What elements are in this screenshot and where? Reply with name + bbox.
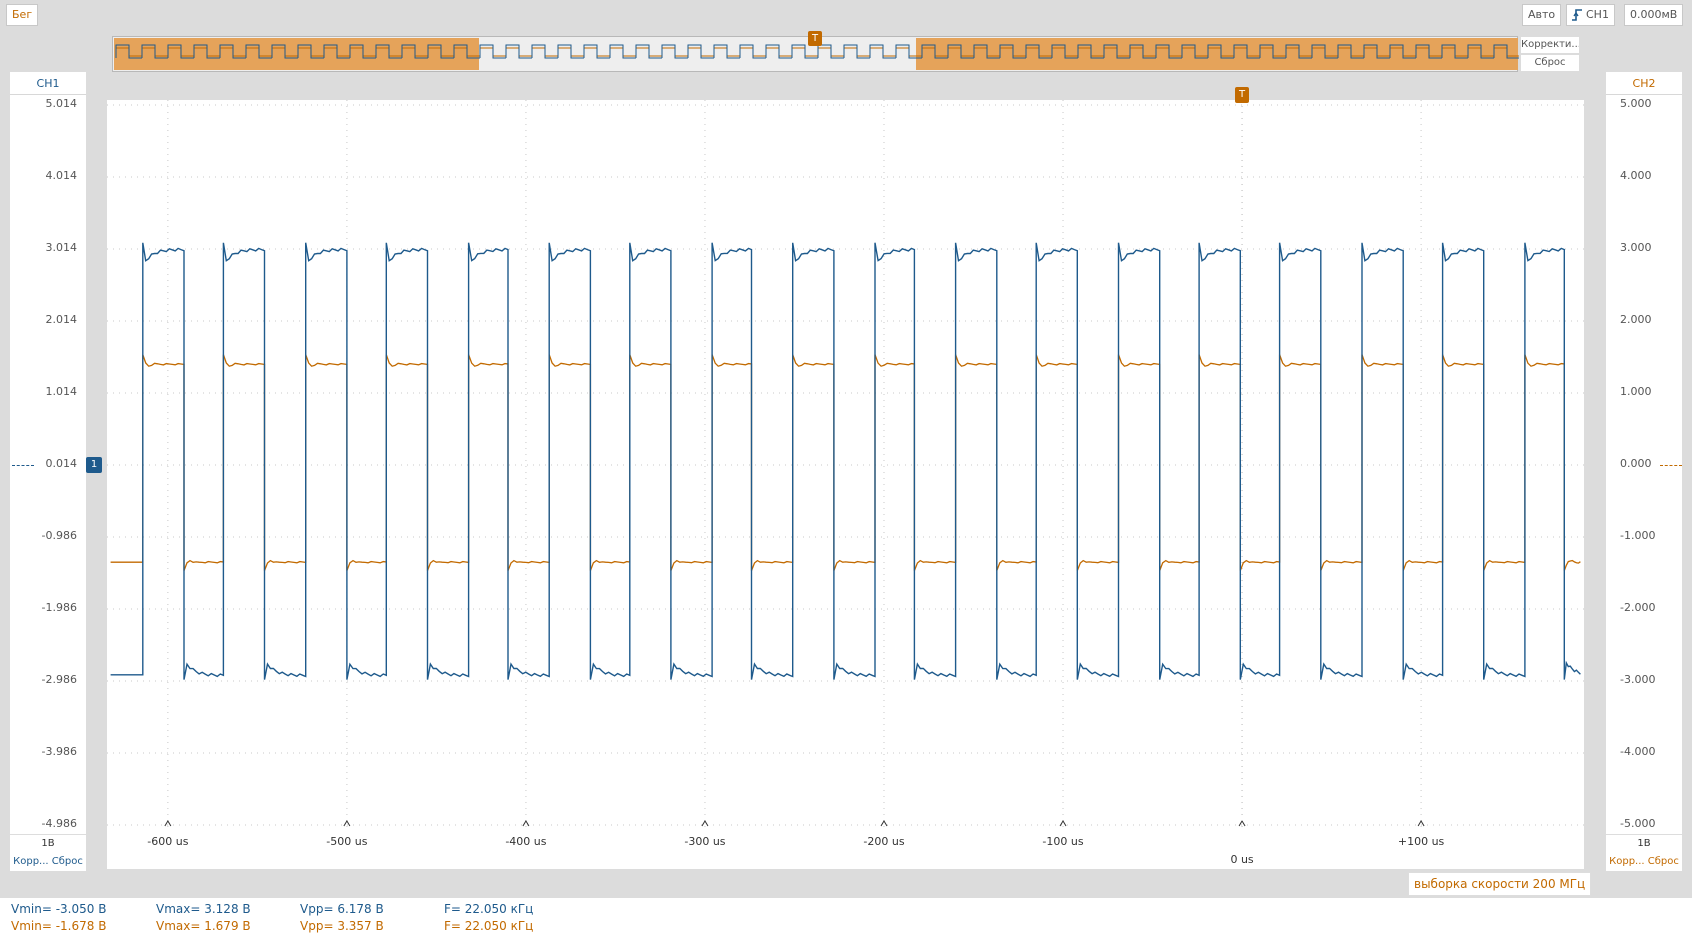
time-tick-label: -100 us [1042,835,1084,848]
ch2-tick-label: 1.000 [1620,385,1652,398]
run-stop-button[interactable]: Бег [6,4,39,26]
ch1-tick-label: -0.986 [41,529,77,542]
ch2-vmin: Vmin= -1.678 В [11,919,107,933]
ch2-tick-label: 2.000 [1620,313,1652,326]
ch1-offset-marker[interactable]: 1 [86,457,102,473]
ch2-scale[interactable]: 1В [1606,834,1682,853]
time-tick-marker [522,820,530,827]
time-tick-label: -300 us [684,835,726,848]
ch1-tick-label: -2.986 [41,673,77,686]
ch1-label[interactable]: CH1 [10,74,86,95]
ch2-footer[interactable]: Корр... Сброс [1606,853,1682,871]
overview-trigger-marker[interactable]: T [808,31,822,46]
time-tick-label: 0 us [1230,853,1254,866]
ch1-vpp: Vpp= 6.178 В [300,902,384,916]
ch2-zero-dash [1660,465,1682,466]
trigger-level-field[interactable]: 0.000мВ [1624,4,1684,26]
overview-reset-button[interactable]: Сброс [1521,55,1579,71]
ch1-zero-dash [12,465,34,466]
rising-edge-icon [1572,9,1582,21]
ch1-tick-label: -3.986 [41,745,77,758]
ch1-vmax: Vmax= 3.128 В [156,902,251,916]
ch1-tick-label: 0.014 [45,457,78,470]
ch2-tick-label: 4.000 [1620,169,1652,182]
ch2-tick-label: 5.000 [1620,97,1652,110]
overview-correct-label: Корректи... [1521,39,1579,50]
time-tick-marker [880,820,888,827]
ch2-vmax: Vmax= 1.679 В [156,919,251,933]
overview-offscreen-right [916,38,1518,70]
waveform-plot[interactable] [107,100,1584,827]
trigger-mode-button[interactable]: Авто [1522,4,1562,26]
sample-rate-label: выборка скорости 200 МГц [1408,872,1592,896]
ch2-tick-label: -2.000 [1620,601,1656,614]
run-label: Бег [12,8,33,21]
ch1-tick-label: -4.986 [41,817,77,830]
overview-offscreen-left [114,38,479,70]
time-tick-label: -200 us [863,835,905,848]
ch2-waveform [110,354,1581,571]
ch2-tick-label: 3.000 [1620,241,1652,254]
trigger-channel: CH1 [1586,8,1609,21]
overview-correct-button[interactable]: Корректи... [1521,37,1579,53]
ch1-tick-label: 3.014 [45,241,78,254]
ch2-axis-panel [1606,72,1682,862]
time-tick-label: -400 us [505,835,547,848]
overview-ch1-trace [115,44,1519,59]
ch2-tick-label: -3.000 [1620,673,1656,686]
overview-reset-label: Сброс [1534,57,1566,68]
ch2-tick-label: 0.000 [1620,457,1652,470]
trigger-level-value: 0.000мВ [1630,8,1678,21]
ch1-frequency: F= 22.050 кГц [444,902,534,916]
time-tick-marker [164,820,172,827]
ch1-scale[interactable]: 1В [10,834,86,853]
ch1-tick-label: -1.986 [41,601,77,614]
ch1-tick-label: 2.014 [45,313,78,326]
ch2-tick-label: -5.000 [1620,817,1656,830]
ch1-tick-label: 5.014 [45,97,78,110]
time-tick-marker [343,820,351,827]
time-tick-label: +100 us [1397,835,1445,848]
ch2-label[interactable]: CH2 [1606,74,1682,95]
mode-label: Авто [1528,8,1556,21]
ch1-footer[interactable]: Корр... Сброс [10,853,86,871]
ch1-axis-panel [10,72,86,862]
trigger-position-marker[interactable]: T [1235,87,1250,103]
time-tick-marker [701,820,709,827]
measurements-panel: Vmin= -3.050 В Vmax= 3.128 В Vpp= 6.178 … [0,898,1692,940]
time-tick-marker [1059,820,1067,827]
trigger-source-button[interactable]: CH1 [1566,4,1615,26]
ch1-waveform [110,242,1581,680]
time-axis: -600 us -500 us -400 us -300 us -200 us -100 … [107,827,1584,869]
ch1-tick-label: 1.014 [45,385,78,398]
ch2-frequency: F= 22.050 кГц [444,919,534,933]
ch2-tick-label: -4.000 [1620,745,1656,758]
time-tick-label: -500 us [326,835,368,848]
time-tick-label: -600 us [147,835,189,848]
ch1-vmin: Vmin= -3.050 В [11,902,107,916]
ch2-tick-label: -1.000 [1620,529,1656,542]
time-tick-marker [1238,820,1246,827]
ch1-tick-label: 4.014 [45,169,78,182]
time-tick-marker [1417,820,1425,827]
ch2-vpp: Vpp= 3.357 В [300,919,384,933]
